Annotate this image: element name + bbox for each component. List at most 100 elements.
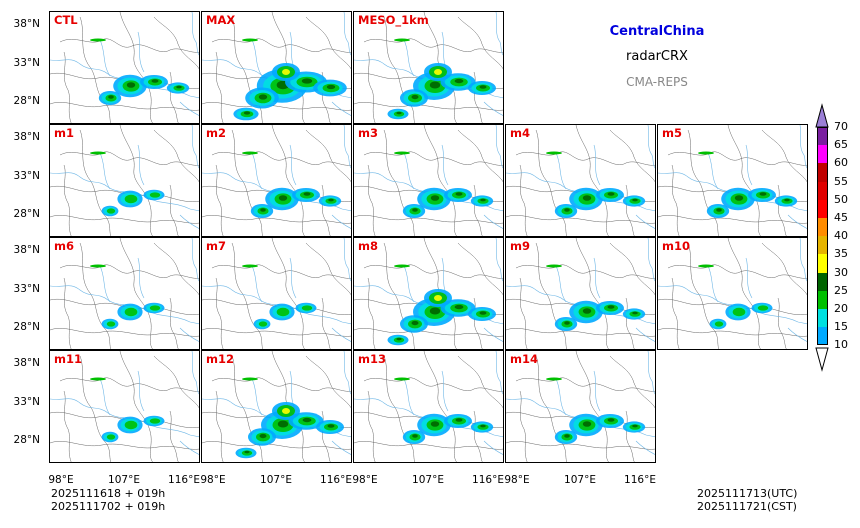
panel-label: m12: [206, 352, 234, 366]
colorbar-label: 65: [834, 138, 848, 152]
radar-echo: [90, 377, 165, 443]
panel-label: m6: [54, 239, 74, 253]
panel-m7: m7: [201, 237, 352, 350]
lon-tick-116: 116°E: [624, 474, 656, 486]
panel-map: [50, 238, 199, 349]
valid-time-cst: 2025111721(CST): [697, 500, 797, 513]
panel-label: m4: [510, 126, 530, 140]
panel-label: m14: [510, 352, 538, 366]
lon-tick-116: 116°E: [472, 474, 504, 486]
lat-tick-33: 33°N: [13, 57, 40, 69]
region-title: CentralChina: [609, 24, 705, 39]
colorbar-segment: [817, 181, 828, 200]
panel-map: [202, 12, 351, 123]
radar-echo: [546, 377, 646, 444]
lat-tick-38: 38°N: [13, 357, 40, 369]
panel-label: m7: [206, 239, 226, 253]
panel-label: m8: [358, 239, 378, 253]
panel-map: [506, 351, 655, 462]
panel-m9: m9: [505, 237, 656, 350]
colorbar-segment: [817, 254, 828, 273]
product-name: radarCRX: [626, 49, 688, 64]
lon-tick-98: 98°E: [352, 474, 378, 486]
radar-echo: [90, 151, 165, 217]
colorbar-segment: [817, 218, 828, 237]
panel-m2: m2: [201, 124, 352, 237]
colorbar-label: 50: [834, 192, 848, 206]
radar-echo: [546, 151, 646, 218]
panel-m11: m11: [49, 350, 200, 463]
panel-map: [202, 125, 351, 236]
colorbar-segment: [817, 327, 828, 346]
panel-m12: m12: [201, 350, 352, 463]
lat-tick-28: 28°N: [13, 434, 40, 446]
panel-map: [506, 125, 655, 236]
lat-tick-28: 28°N: [13, 95, 40, 107]
radar-echo: [387, 38, 496, 120]
colorbar-label: 60: [834, 156, 848, 170]
panel-label: MAX: [206, 13, 236, 27]
lon-tick-98: 98°E: [504, 474, 530, 486]
radar-echo: [90, 38, 190, 105]
lat-tick-38: 38°N: [13, 244, 40, 256]
panel-map: [50, 125, 199, 236]
lon-tick-116: 116°E: [320, 474, 352, 486]
panel-label: m1: [54, 126, 74, 140]
radar-echo: [387, 264, 496, 346]
lon-tick-116: 116°E: [168, 474, 200, 486]
colorbar-segment: [817, 236, 828, 255]
radar-echo: [698, 151, 798, 218]
radar-echo: [698, 264, 773, 330]
lat-tick-28: 28°N: [13, 208, 40, 220]
panel-map: [354, 238, 503, 349]
lon-tick-107: 107°E: [108, 474, 140, 486]
colorbar-label: 15: [834, 320, 848, 334]
colorbar-label: 35: [834, 247, 848, 261]
colorbar-segment: [817, 272, 828, 291]
radar-echo: [394, 151, 494, 218]
panel-label: m9: [510, 239, 530, 253]
system-name: CMA-REPS: [626, 75, 688, 89]
panel-m13: m13: [353, 350, 504, 463]
panel-map: [354, 125, 503, 236]
lon-tick-107: 107°E: [412, 474, 444, 486]
panel-map: [658, 238, 807, 349]
colorbar-label: 55: [834, 174, 848, 188]
radar-echo: [233, 38, 347, 121]
panel-m10: m10: [657, 237, 808, 350]
colorbar-label: 40: [834, 229, 848, 243]
init-time-cst: 2025111702 + 019h: [51, 500, 166, 513]
panel-m8: m8: [353, 237, 504, 350]
panel-map: [506, 238, 655, 349]
panel-label: CTL: [54, 13, 78, 27]
colorbar-max-extend: [815, 103, 829, 128]
lat-tick-38: 38°N: [13, 18, 40, 30]
init-time-utc: 2025111618 + 019h: [51, 487, 166, 500]
panel-label: m11: [54, 352, 82, 366]
colorbar-segment: [817, 199, 828, 218]
lat-tick-33: 33°N: [13, 283, 40, 295]
lat-tick-38: 38°N: [13, 131, 40, 143]
lon-tick-98: 98°E: [48, 474, 74, 486]
radar-echo: [394, 377, 494, 444]
colorbar-label: 70: [834, 120, 848, 133]
panel-m14: m14: [505, 350, 656, 463]
panel-ctl: CTL: [49, 11, 200, 124]
radar-echo: [242, 264, 317, 330]
colorbar-segment: [817, 309, 828, 328]
panel-m1: m1: [49, 124, 200, 237]
panel-max: MAX: [201, 11, 352, 124]
panel-label: m5: [662, 126, 682, 140]
colorbar-label: 20: [834, 302, 848, 315]
panel-m5: m5: [657, 124, 808, 237]
lat-tick-28: 28°N: [13, 321, 40, 333]
panel-label: m2: [206, 126, 226, 140]
colorbar-segment: [817, 145, 828, 164]
colorbar-label: 45: [834, 211, 848, 224]
lon-tick-107: 107°E: [260, 474, 292, 486]
panel-map: [658, 125, 807, 236]
panel-map: [354, 12, 503, 123]
radar-echo: [90, 264, 165, 330]
lat-tick-33: 33°N: [13, 170, 40, 182]
radar-echo: [235, 377, 344, 459]
